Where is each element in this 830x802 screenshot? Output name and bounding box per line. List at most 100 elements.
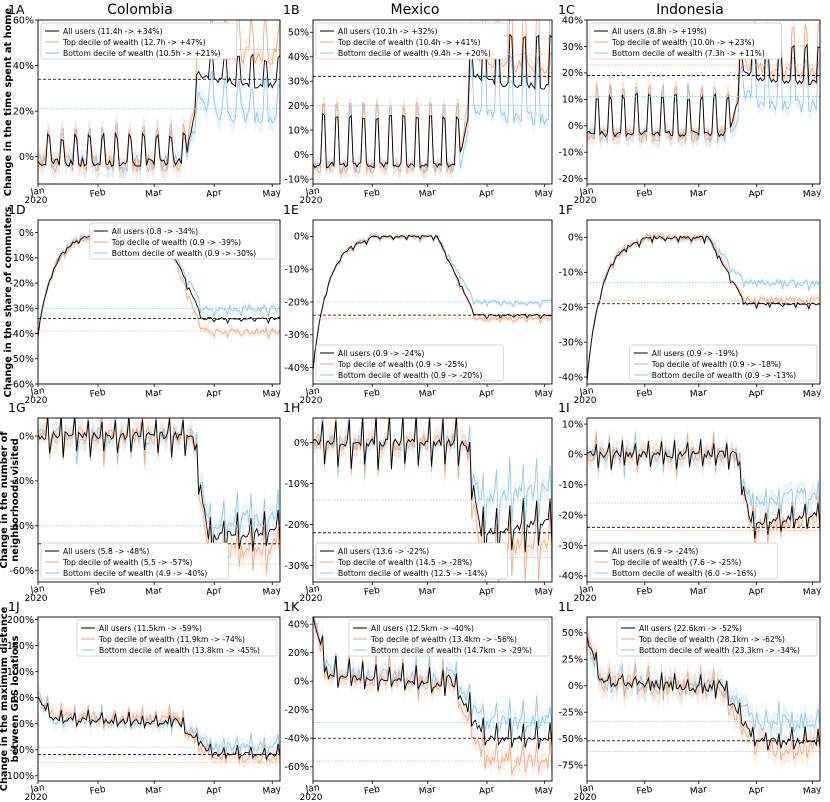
y-tick-label: -10% — [284, 265, 309, 276]
x-tick-label-feb: Feb — [89, 188, 106, 200]
legend-box — [616, 619, 818, 657]
x-tick-label-feb: Feb — [89, 586, 106, 598]
x-tick-label-mar: Mar — [689, 586, 708, 598]
series-line-all — [587, 439, 820, 539]
plot-frame — [37, 616, 281, 782]
plot-area — [313, 617, 552, 781]
legend: All users (0.8 -> -34%) Top decile of wea… — [89, 222, 278, 260]
y-tick-label: 0% — [568, 121, 583, 132]
plot-area — [313, 20, 552, 182]
series-line-all — [38, 418, 280, 557]
x-tick-label-jan: Jan — [304, 783, 320, 795]
x-tick-label-feb: Feb — [363, 188, 380, 200]
y-tick-label: 10% — [288, 125, 309, 136]
legend-entry-top: Top decile of wealth (14.5 -> -28%) — [337, 558, 472, 567]
y-tick-label: -10% — [558, 148, 583, 159]
panel-label-1f: 1F — [558, 202, 573, 217]
legend-entry-bottom: Bottom decile of wealth (14.7km -> -29%) — [371, 646, 532, 655]
y-tick-label: 150% — [7, 641, 34, 652]
band-bottom — [38, 60, 280, 183]
x-tick-label-may: May — [534, 586, 554, 599]
y-tick-label: 0% — [568, 450, 583, 461]
plot-frame — [312, 417, 553, 583]
legend-entry-bottom: Bottom decile of wealth (10.5h -> +21%) — [63, 49, 221, 58]
x-tick-label-feb: Feb — [636, 586, 653, 598]
plot-area — [587, 422, 820, 558]
legend-entry-top: Top decile of wealth (13.4km -> -56%) — [370, 635, 517, 644]
x-tick-label-feb: Feb — [89, 785, 106, 797]
band-bottom — [587, 622, 820, 748]
y-tick-label: -40% — [558, 571, 583, 582]
legend-entry-bottom: Bottom decile of wealth (0.9 -> -30%) — [112, 249, 256, 258]
y-tick-label: 50% — [288, 28, 309, 39]
y-tick-label: -20% — [558, 303, 583, 314]
x-tick-label-year: 2020 — [574, 396, 597, 406]
y-tick-label: -50% — [9, 745, 34, 756]
y-tick-label: -10% — [558, 268, 583, 279]
y-tick-label: 40% — [562, 15, 583, 26]
legend: All users (11.4h -> +34%) Top decile of w… — [40, 22, 238, 60]
y-tick-label: 20% — [562, 68, 583, 79]
y-tick-label: 0% — [19, 719, 34, 730]
y-tick-label: 30% — [288, 76, 309, 87]
x-tick-label-year: 2020 — [25, 196, 48, 206]
band-bottom — [38, 225, 280, 341]
x-tick-label-mar: Mar — [418, 388, 437, 400]
legend-box — [89, 222, 278, 260]
plot-area — [313, 231, 552, 373]
y-tick-label: 40% — [288, 52, 309, 63]
y-tick-label: 50% — [562, 628, 583, 639]
y-tick-label: 0% — [568, 233, 583, 244]
y-tick-label: -40% — [558, 372, 583, 383]
band-top — [587, 20, 820, 151]
y-tick-label: -60% — [284, 762, 309, 773]
y-tick-label: 30% — [562, 42, 583, 53]
y-tick-label: 0% — [294, 676, 309, 687]
x-tick-label-may: May — [802, 586, 822, 599]
x-tick-label-feb: Feb — [363, 785, 380, 797]
legend-entry-all: All users (6.9 -> -24%) — [612, 547, 698, 556]
x-tick-label-mar: Mar — [418, 586, 437, 598]
y-tick-label: -10% — [284, 479, 309, 490]
x-tick-label-jan: Jan — [578, 783, 594, 795]
y-tick-label: -30% — [284, 561, 309, 572]
plot-area — [587, 622, 820, 772]
y-tick-label: -30% — [284, 330, 309, 341]
x-tick-label-jan: Jan — [29, 584, 45, 596]
legend-entry-all: All users (12.5km -> -40%) — [371, 624, 474, 633]
legend-entry-all: All users (22.6km -> -52%) — [639, 624, 742, 633]
legend-box — [589, 542, 778, 580]
legend-entry-all: All users (10.1h -> +32%) — [338, 27, 438, 36]
x-tick-label-year: 2020 — [25, 594, 48, 604]
x-tick-label-apr: Apr — [748, 388, 765, 400]
legend-entry-bottom: Bottom decile of wealth (7.3h -> +11%) — [612, 49, 765, 58]
y-tick-label: 10% — [562, 419, 583, 430]
series-line-top — [313, 617, 552, 777]
y-tick-label: -20% — [558, 174, 583, 185]
x-tick-label-jan: Jan — [29, 783, 45, 795]
legend-entry-all: All users (0.8 -> -34%) — [112, 227, 198, 236]
panel-label-1l: 1L — [558, 599, 573, 614]
x-tick-label-apr: Apr — [478, 188, 495, 200]
band-bottom — [313, 232, 552, 373]
plot-area — [38, 686, 280, 770]
x-tick-label-year: 2020 — [574, 594, 597, 604]
panel-label-1g: 1G — [8, 400, 26, 415]
x-tick-label-apr: Apr — [205, 785, 222, 797]
plot-area — [587, 230, 820, 384]
legend-entry-top: Top decile of wealth (28.1km -> -62%) — [638, 635, 785, 644]
y-tick-label: 0% — [568, 681, 583, 692]
y-tick-label: 10% — [562, 95, 583, 106]
row-ylabel-2-0: Change in the number of — [0, 431, 10, 569]
panel-label-1b: 1B — [283, 2, 300, 17]
panel-label-1e: 1E — [283, 202, 299, 217]
x-tick-label-apr: Apr — [478, 388, 495, 400]
x-tick-label-apr: Apr — [478, 785, 495, 797]
legend-entry-all: All users (0.9 -> -19%) — [652, 349, 738, 358]
x-tick-label-may: May — [262, 188, 282, 201]
x-tick-label-apr: Apr — [478, 586, 495, 598]
legend-entry-all: All users (11.5km -> -59%) — [99, 624, 202, 633]
plot-frame — [586, 19, 821, 185]
